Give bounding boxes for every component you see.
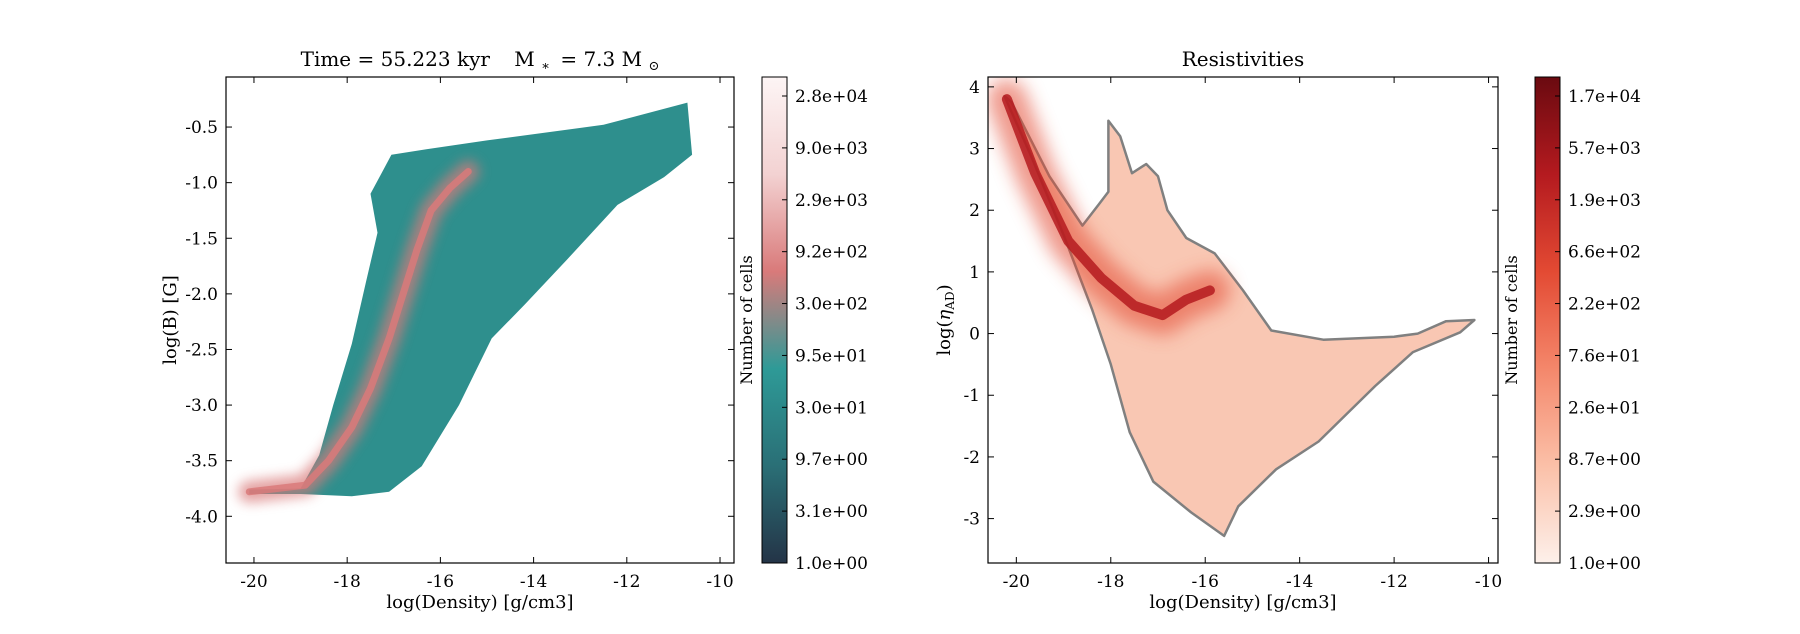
- right-heatmap: [988, 79, 1476, 538]
- y-tick-label: -2: [963, 448, 980, 468]
- right-plot-frame: [987, 76, 1499, 564]
- left-chart-title: Time = 55.223 kyr M ∗ = 7.3 M ⊙: [301, 47, 660, 75]
- colorbar-tick-label: 9.5e+01: [795, 346, 868, 366]
- colorbar-tick-label: 2.2e+02: [1568, 295, 1641, 315]
- y-tick-label: -3.5: [185, 452, 218, 472]
- x-tick-label: -16: [427, 572, 454, 592]
- right-colorbar-label: Number of cells: [1502, 255, 1521, 384]
- left-y-axis-label: log(B) [G]: [160, 275, 181, 365]
- y-tick-label: -2.5: [185, 340, 218, 360]
- y-tick-label: 0: [969, 325, 980, 345]
- y-tick-label: 1: [969, 263, 980, 283]
- x-tick-label: -12: [613, 572, 640, 592]
- y-tick-label: -2.0: [185, 285, 218, 305]
- y-tick-label: -1: [963, 386, 980, 406]
- colorbar-tick-label: 3.0e+01: [795, 398, 868, 418]
- left-heatmap: [238, 102, 693, 503]
- x-tick-label: -18: [1097, 572, 1124, 592]
- density-ridge: [1001, 94, 1215, 321]
- y-tick-label: -4.0: [185, 507, 218, 527]
- colorbar-gradient: [1534, 76, 1561, 564]
- colorbar-tick-label: 8.7e+00: [1568, 450, 1641, 470]
- colorbar-tick-label: 1.0e+00: [795, 554, 868, 574]
- left-plot-frame: [225, 76, 735, 564]
- x-tick-label: -20: [1003, 572, 1030, 592]
- colorbar-tick-label: 5.7e+03: [1568, 139, 1641, 159]
- colorbar-tick-label: 1.0e+00: [1568, 554, 1641, 574]
- left-axis-ticks: -20 -18 -16 -14 -12 -10 -4.0 -3.5 -3.0 -2.5 -2.0 -1…: [185, 77, 734, 592]
- y-tick-label: -1.0: [185, 174, 218, 194]
- colorbar-tick-label: 2.9e+00: [1568, 502, 1641, 522]
- right-y-axis-label: log(ηAD): [934, 284, 957, 355]
- colorbar-tick-label: 9.2e+02: [795, 243, 868, 263]
- x-tick-label: -14: [1286, 572, 1313, 592]
- right-colorbar: 1.0e+00 2.9e+00 8.7e+00 2.6e+01 7.6e+01 2.2e+…: [1534, 76, 1641, 574]
- left-colorbar: 1.0e+00 3.1e+00 9.7e+00 3.0e+01 9.5e+01 3.0e+…: [761, 76, 868, 574]
- colorbar-tick-label: 1.9e+03: [1568, 191, 1641, 211]
- x-tick-label: -14: [520, 572, 547, 592]
- colorbar-tick-label: 1.7e+04: [1568, 87, 1641, 107]
- x-tick-label: -18: [333, 572, 360, 592]
- y-tick-label: -3: [963, 510, 980, 530]
- x-tick-label: -12: [1380, 572, 1407, 592]
- colorbar-tick-label: 2.8e+04: [795, 87, 868, 107]
- colorbar-tick-label: 2.9e+03: [795, 191, 868, 211]
- y-tick-label: -1.5: [185, 229, 218, 249]
- left-colorbar-label: Number of cells: [737, 255, 756, 384]
- right-x-axis-label: log(Density) [g/cm3]: [1149, 592, 1336, 613]
- density-ridge: [245, 168, 472, 496]
- density-region: [1003, 94, 1476, 538]
- x-tick-label: -10: [706, 572, 733, 592]
- colorbar-gradient: [761, 76, 788, 564]
- colorbar-tick-label: 9.7e+00: [795, 450, 868, 470]
- colorbar-tick-label: 2.6e+01: [1568, 398, 1641, 418]
- right-chart-title: Resistivities: [1182, 47, 1304, 71]
- y-tick-label: 2: [969, 201, 980, 221]
- left-x-axis-label: log(Density) [g/cm3]: [386, 592, 573, 613]
- left-panel: Time = 55.223 kyr M ∗ = 7.3 M ⊙ -20 -18 -1…: [160, 47, 868, 613]
- colorbar-tick-label: 9.0e+03: [795, 139, 868, 159]
- right-panel: Resistivities -20 -18 -16 -14 -12 -10-3-2-101…: [934, 47, 1641, 613]
- x-tick-label: -10: [1475, 572, 1502, 592]
- y-tick-label: -0.5: [185, 118, 218, 138]
- y-tick-label: 4: [969, 78, 980, 98]
- x-tick-label: -20: [240, 572, 267, 592]
- colorbar-tick-label: 7.6e+01: [1568, 346, 1641, 366]
- y-tick-label: -3.0: [185, 396, 218, 416]
- x-tick-label: -16: [1192, 572, 1219, 592]
- colorbar-tick-label: 3.0e+02: [795, 295, 868, 315]
- y-tick-label: 3: [969, 140, 980, 160]
- colorbar-tick-label: 3.1e+00: [795, 502, 868, 522]
- colorbar-tick-label: 6.6e+02: [1568, 243, 1641, 263]
